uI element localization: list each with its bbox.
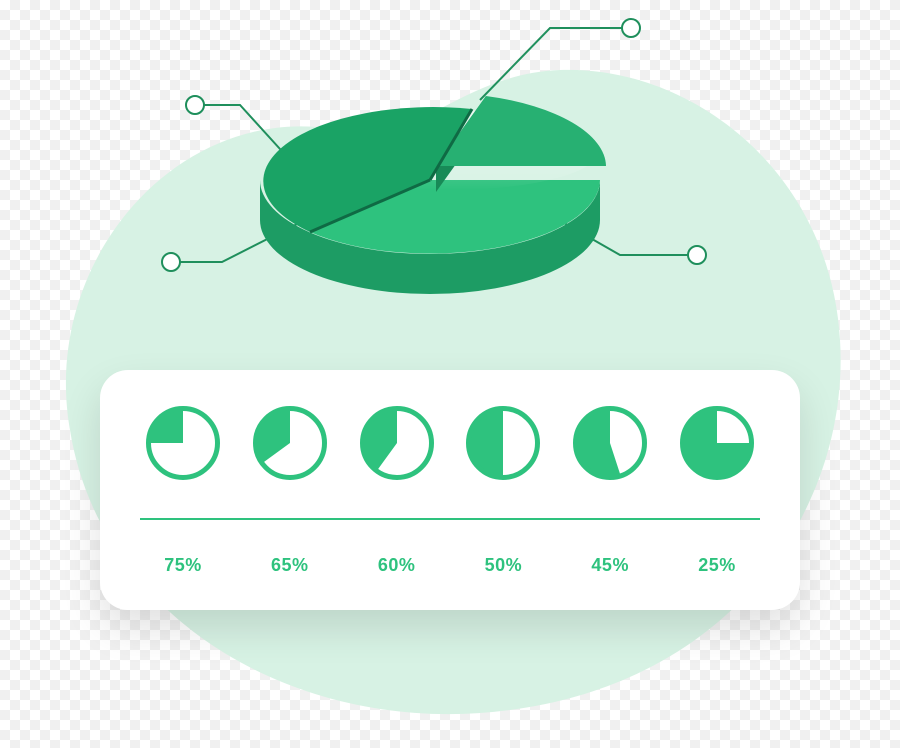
callout-top	[480, 19, 640, 100]
pie-icon	[146, 406, 220, 480]
mini-pie-icon	[680, 406, 754, 480]
mini-pie-icon	[573, 406, 647, 480]
mini-pie-icon	[146, 406, 220, 480]
mini-pie-icon	[466, 406, 540, 480]
mini-pie-row	[140, 406, 760, 480]
stage: 75% 65% 60% 50% 45% 25%	[0, 0, 900, 748]
percent-card: 75% 65% 60% 50% 45% 25%	[100, 370, 800, 610]
pie-3d-chart	[150, 10, 710, 350]
percent-label: 60%	[360, 555, 434, 576]
percent-label: 25%	[680, 555, 754, 576]
pie-icon	[573, 406, 647, 480]
pie-icon	[680, 406, 754, 480]
percent-label: 45%	[573, 555, 647, 576]
card-divider	[140, 518, 760, 520]
percent-label: 50%	[466, 555, 540, 576]
percent-label-row: 75% 65% 60% 50% 45% 25%	[140, 555, 760, 576]
percent-label: 65%	[253, 555, 327, 576]
mini-pie-icon	[253, 406, 327, 480]
pie-icon	[360, 406, 434, 480]
percent-label: 75%	[146, 555, 220, 576]
pie-icon	[466, 406, 540, 480]
mini-pie-icon	[360, 406, 434, 480]
pie-icon	[253, 406, 327, 480]
